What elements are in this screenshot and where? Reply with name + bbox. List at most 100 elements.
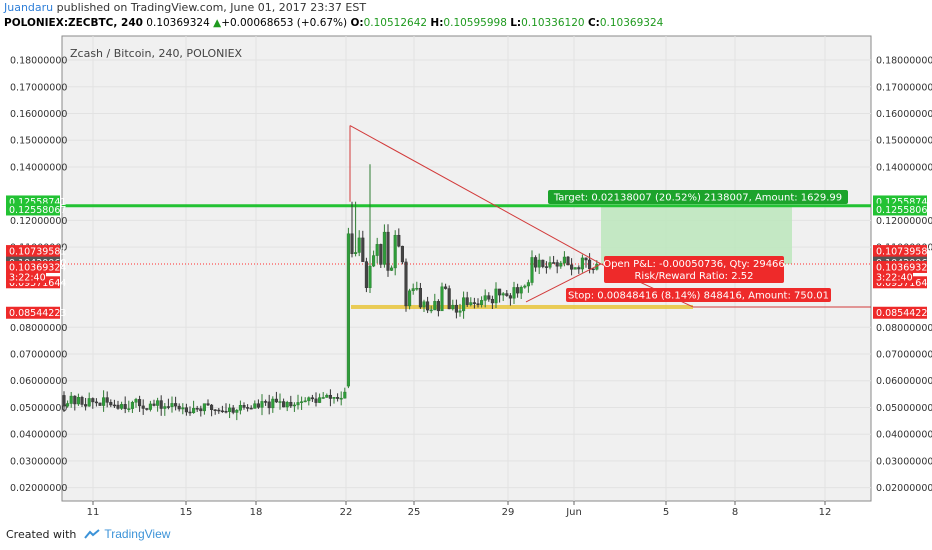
x-tick-label: 29	[502, 507, 515, 518]
candle-body	[285, 401, 289, 408]
price-tag-text-right: 0.10369324	[876, 262, 932, 273]
candle-body	[555, 262, 559, 267]
candle-body	[62, 395, 66, 407]
candle-body	[404, 261, 408, 307]
candle-body	[451, 304, 455, 310]
y-tick-label-left: 0.12000000	[10, 216, 67, 227]
candle-body	[94, 401, 98, 404]
candle-body	[494, 288, 498, 304]
candle-body	[235, 409, 239, 413]
y-tick-label-left: 0.15000000	[10, 136, 67, 147]
candle-body	[354, 252, 358, 254]
candle-body	[98, 402, 102, 406]
candle-body	[228, 407, 232, 412]
x-tick-label: 5	[663, 507, 669, 518]
candle-body	[199, 408, 203, 412]
candle-body	[166, 406, 170, 408]
open-label: O:	[350, 17, 364, 29]
y-tick-label-left: 0.04000000	[10, 430, 67, 441]
candle-body	[458, 310, 462, 313]
price-tag-text-right: 0.08544223	[876, 308, 932, 319]
candle-body	[415, 287, 419, 290]
x-tick-label: 15	[180, 507, 193, 518]
candle-body	[357, 237, 361, 253]
candle-body	[418, 287, 422, 308]
low-label: L:	[510, 17, 522, 29]
price-tag-text-right: 0.10739581	[876, 247, 932, 258]
price-tag-left	[6, 306, 60, 319]
high-label: H:	[430, 17, 444, 29]
candle-body	[472, 302, 476, 304]
candle-body	[267, 401, 271, 409]
candle-body	[476, 303, 480, 306]
candle-body	[544, 266, 548, 268]
author-link[interactable]: Juandaru	[4, 1, 54, 14]
candle-body	[242, 405, 246, 408]
candle-body	[505, 293, 509, 296]
candle-body	[534, 257, 538, 268]
close-value: 0.10369324	[599, 17, 664, 29]
candle-body	[490, 298, 494, 304]
candle-body	[584, 257, 588, 261]
candle-body	[220, 410, 224, 413]
target-label-bg	[548, 190, 848, 204]
candle-body	[238, 405, 242, 411]
candle-body	[372, 255, 376, 267]
candle-body	[400, 245, 404, 263]
candle-body	[422, 301, 426, 308]
candle-body	[249, 407, 253, 410]
published-text: published on TradingView.com, June 01, 2…	[56, 1, 367, 14]
candle-body	[195, 408, 199, 410]
candle-body	[66, 403, 70, 407]
upper-trendline	[349, 125, 602, 265]
tradingview-logo-icon	[84, 529, 101, 539]
candle-body	[526, 282, 530, 287]
candle-body	[246, 407, 250, 409]
pnl-box-bg	[604, 256, 784, 283]
price-tag-right	[873, 306, 927, 319]
price-tag-right	[873, 245, 927, 258]
candle-body	[397, 234, 401, 247]
x-tick-label: 12	[819, 507, 832, 518]
y-tick-label-right: 0.16000000	[876, 109, 932, 120]
candle-body	[278, 401, 282, 403]
y-tick-label-right: 0.18000000	[876, 56, 932, 67]
candle-body	[336, 397, 340, 399]
y-tick-label-right: 0.12000000	[876, 216, 932, 227]
candle-body	[462, 297, 466, 312]
candle-body	[408, 290, 412, 307]
candle-body	[210, 404, 214, 410]
countdown-text-right: 3:22:40	[876, 272, 913, 283]
y-tick-label-right: 0.04000000	[876, 430, 932, 441]
candle-body	[548, 262, 552, 268]
y-tick-label-right: 0.14000000	[876, 162, 932, 173]
candle-body	[588, 259, 592, 270]
candle-body	[343, 391, 347, 399]
y-tick-label-left: 0.16000000	[10, 109, 67, 120]
x-tick-label: 22	[340, 507, 353, 518]
candle-body	[274, 398, 278, 403]
candle-body	[206, 403, 210, 406]
candle-body	[314, 398, 318, 403]
candle-body	[570, 264, 574, 270]
price-tag-left	[6, 245, 60, 258]
stop-label-bg	[566, 288, 831, 302]
x-tick-label: 25	[408, 507, 421, 518]
candle-body	[217, 409, 221, 412]
support-band	[351, 304, 693, 309]
chart-title: Zcash / Bitcoin, 240, POLONIEX	[70, 47, 243, 60]
y-tick-label-left: 0.02000000	[10, 483, 67, 494]
y-tick-label-right: 0.15000000	[876, 136, 932, 147]
y-tick-label-left: 0.07000000	[10, 350, 67, 361]
candle-body	[562, 256, 566, 264]
candle-body	[138, 399, 142, 407]
candle-body	[120, 404, 124, 409]
created-with-text: Created with	[6, 527, 77, 541]
candle-body	[84, 404, 88, 407]
y-tick-label-right: 0.07000000	[876, 350, 932, 361]
candle-body	[559, 262, 563, 267]
last-price: 0.10369324	[146, 17, 210, 29]
tradingview-link[interactable]: TradingView	[104, 527, 171, 541]
price-tag-right	[873, 203, 927, 216]
